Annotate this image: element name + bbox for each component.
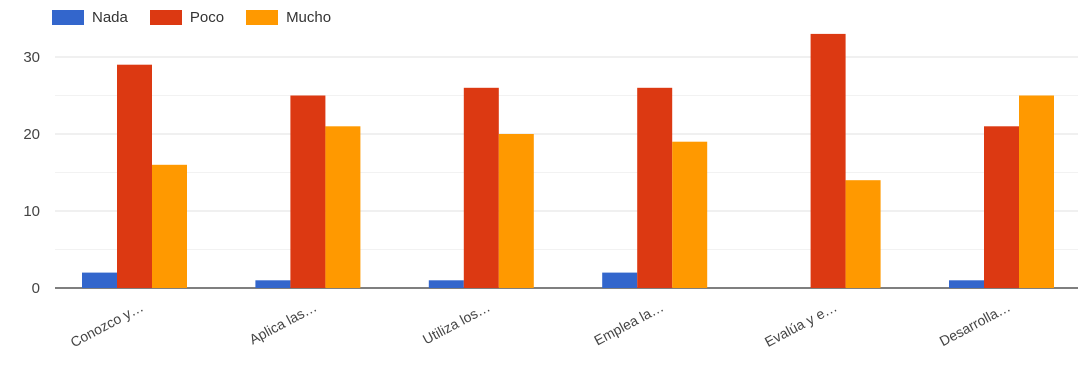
- bar-poco-1: [117, 64, 152, 288]
- bar-poco-5: [810, 33, 846, 289]
- bar-poco-4: [637, 87, 673, 288]
- y-tick-label: 10: [23, 203, 40, 220]
- bar-mucho-2: [325, 126, 361, 288]
- bar-nada-1: [82, 272, 117, 288]
- legend-label-poco: Poco: [189, 9, 225, 26]
- legend-item-poco: Poco: [149, 9, 225, 26]
- legend-label-nada: Nada: [92, 9, 128, 26]
- bar-mucho-4: [672, 141, 708, 288]
- y-tick-label: 20: [23, 126, 40, 143]
- bar-nada-3: [428, 280, 464, 288]
- bar-nada-2: [255, 280, 291, 288]
- legend-swatch-nada: [52, 10, 84, 25]
- legend-swatch-poco: [149, 10, 182, 25]
- bar-nada-6: [949, 280, 984, 288]
- legend-label-mucho: Mucho: [286, 9, 332, 26]
- bar-nada-4: [602, 272, 638, 288]
- x-tick-label: Conozco y…: [68, 299, 146, 351]
- legend-item-mucho: Mucho: [246, 10, 331, 25]
- legend: Nada Poco Mucho: [52, 10, 331, 25]
- y-tick-label: 0: [32, 280, 40, 297]
- y-tick-label: 30: [23, 49, 40, 66]
- x-tick-label: Desarrolla…: [937, 299, 1013, 350]
- x-tick-label: Emplea la…: [591, 299, 666, 349]
- bar-mucho-1: [152, 164, 187, 288]
- bar-poco-2: [290, 95, 326, 288]
- legend-swatch-mucho: [246, 10, 279, 25]
- bar-layer: [82, 33, 1054, 289]
- legend-item-nada: Nada: [52, 10, 128, 25]
- grid-layer: [55, 56, 1078, 289]
- x-tick-label: Utiliza los…: [420, 299, 493, 348]
- bar-poco-6: [984, 126, 1019, 288]
- bar-mucho-3: [498, 134, 534, 288]
- bar-mucho-6: [1019, 95, 1054, 288]
- bar-poco-3: [463, 87, 499, 288]
- x-tick-label: Aplica las…: [247, 299, 320, 348]
- bar-mucho-5: [845, 180, 881, 288]
- x-tick-label: Evalúa y e…: [762, 299, 840, 350]
